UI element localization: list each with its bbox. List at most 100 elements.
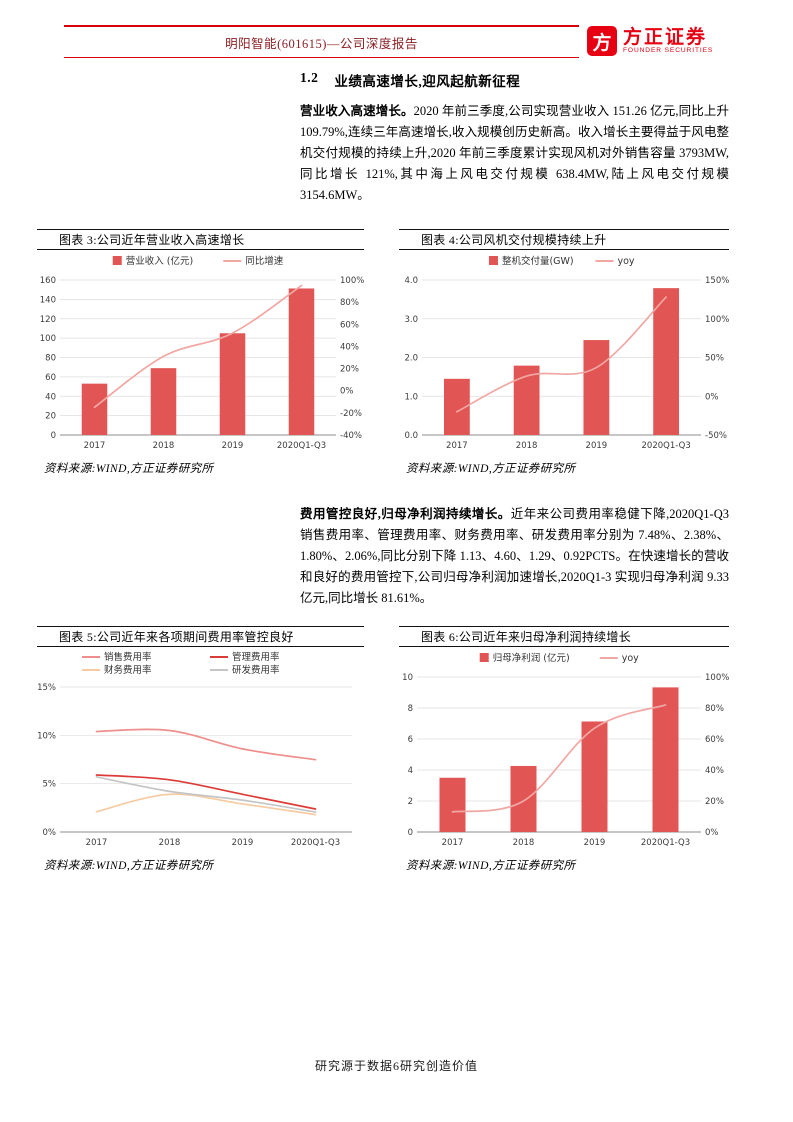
- svg-text:2019: 2019: [222, 441, 244, 451]
- revenue-growth-chart: 0 20 40 60 80 100 120 140 160 -40% -20% 0% 20% 40% 60%…: [40, 255, 364, 451]
- svg-text:20: 20: [45, 412, 56, 422]
- brand-text: 方正证券 FOUNDER SECURITIES: [623, 26, 714, 55]
- svg-text:0%: 0%: [340, 387, 354, 397]
- svg-text:整机交付量(GW): 整机交付量(GW): [502, 255, 574, 267]
- figure-3-title: 图表 3:公司近年营业收入高速增长: [37, 229, 364, 250]
- svg-text:150%: 150%: [705, 276, 729, 286]
- brand-logo: 方 方正证券 FOUNDER SECURITIES: [579, 20, 729, 62]
- svg-text:40%: 40%: [340, 342, 359, 352]
- paragraph-text: 2020 年前三季度,公司实现营业收入 151.26 亿元,同比上升 109.7…: [300, 104, 729, 202]
- figure-6-source: 资料来源:WIND,方正证券研究所: [406, 860, 576, 872]
- svg-text:营业收入 (亿元): 营业收入 (亿元): [126, 255, 193, 267]
- svg-text:3.0: 3.0: [404, 315, 418, 325]
- section-heading: 1.2 业绩高速增长,迎风起航新征程: [300, 70, 729, 90]
- svg-text:60: 60: [45, 373, 56, 383]
- svg-text:60%: 60%: [340, 320, 359, 330]
- expense-ratio-chart: 0% 5% 10% 15% 2017 2018 2019 2020Q1-Q3 销售费用率 管理费用…: [37, 651, 352, 848]
- svg-text:2017: 2017: [86, 838, 108, 848]
- svg-text:80: 80: [45, 354, 56, 364]
- svg-text:4: 4: [408, 766, 413, 776]
- section-block-2: 费用管控良好,归母净利润持续增长。近年来公司费用率稳健下降,2020Q1-Q3 …: [300, 504, 729, 609]
- svg-text:50%: 50%: [705, 354, 724, 364]
- svg-text:8: 8: [408, 704, 413, 714]
- svg-text:2019: 2019: [232, 838, 254, 848]
- svg-text:2: 2: [408, 797, 413, 807]
- svg-text:20%: 20%: [705, 797, 724, 807]
- svg-text:-40%: -40%: [340, 431, 362, 441]
- svg-text:10: 10: [402, 673, 413, 683]
- svg-text:2020Q1-Q3: 2020Q1-Q3: [291, 838, 340, 848]
- svg-text:yoy: yoy: [618, 256, 635, 267]
- svg-text:2018: 2018: [153, 441, 175, 451]
- svg-text:2018: 2018: [159, 838, 181, 848]
- figure-3-source: 资料来源:WIND,方正证券研究所: [44, 463, 214, 475]
- svg-text:2020Q1-Q3: 2020Q1-Q3: [277, 441, 326, 451]
- svg-text:100: 100: [40, 334, 56, 344]
- svg-text:6: 6: [408, 735, 413, 745]
- svg-text:120: 120: [40, 315, 56, 325]
- svg-text:2017: 2017: [442, 838, 464, 848]
- brand-subtitle: FOUNDER SECURITIES: [623, 46, 714, 54]
- brand-name: 方正证券: [623, 26, 708, 48]
- svg-text:2019: 2019: [586, 441, 608, 451]
- svg-text:0%: 0%: [705, 828, 719, 838]
- section-number: 1.2: [300, 70, 319, 85]
- figure-5-title: 图表 5:公司近年来各项期间费用率管控良好: [37, 626, 364, 647]
- figure-3: 图表 3:公司近年营业收入高速增长 0 20 40 60 80 100 120 140 160 -…: [37, 229, 364, 476]
- svg-text:4.0: 4.0: [404, 276, 418, 286]
- paragraph-revenue-growth: 营业收入高速增长。2020 年前三季度,公司实现营业收入 151.26 亿元,同…: [300, 101, 729, 206]
- svg-text:归母净利润 (亿元): 归母净利润 (亿元): [493, 652, 570, 664]
- page-header: 明阳智能(601615)—公司深度报告 方 方正证券 FOUNDER SECUR…: [64, 20, 729, 62]
- svg-text:2.0: 2.0: [404, 354, 418, 364]
- svg-text:10%: 10%: [37, 731, 56, 741]
- turbine-delivery-chart: 0.0 1.0 2.0 3.0 4.0 -50% 0% 50% 100% 150% 2017 2018…: [404, 255, 729, 451]
- svg-text:同比增速: 同比增速: [245, 255, 284, 267]
- svg-text:140: 140: [40, 295, 56, 305]
- figure-6: 图表 6:公司近年来归母净利润持续增长 0 2 4 6 8 10 0% 20% 40% 60% 80…: [399, 626, 729, 873]
- svg-text:2020Q1-Q3: 2020Q1-Q3: [641, 838, 690, 848]
- figure-6-title: 图表 6:公司近年来归母净利润持续增长: [399, 626, 729, 647]
- svg-text:5%: 5%: [43, 780, 57, 790]
- svg-text:160: 160: [40, 276, 56, 286]
- svg-text:2017: 2017: [84, 441, 106, 451]
- figure-4-source: 资料来源:WIND,方正证券研究所: [406, 463, 576, 475]
- svg-text:-20%: -20%: [340, 409, 362, 419]
- svg-text:研发费用率: 研发费用率: [232, 664, 280, 676]
- svg-text:60%: 60%: [705, 735, 724, 745]
- svg-text:80%: 80%: [340, 298, 359, 308]
- svg-text:财务费用率: 财务费用率: [104, 664, 152, 676]
- svg-text:yoy: yoy: [622, 653, 639, 664]
- svg-text:100%: 100%: [340, 276, 364, 286]
- section-block-1: 1.2 业绩高速增长,迎风起航新征程 营业收入高速增长。2020 年前三季度,公…: [300, 70, 729, 206]
- paragraph-text: 近年来公司费用率稳健下降,2020Q1-Q3 销售费用率、管理费用率、财务费用率…: [300, 507, 729, 605]
- svg-text:-50%: -50%: [705, 431, 727, 441]
- svg-text:2020Q1-Q3: 2020Q1-Q3: [642, 441, 691, 451]
- svg-text:0.0: 0.0: [404, 431, 418, 441]
- figure-5: 图表 5:公司近年来各项期间费用率管控良好 0% 5% 10% 15% 2017 2018…: [37, 626, 364, 873]
- svg-text:80%: 80%: [705, 704, 724, 714]
- svg-text:15%: 15%: [37, 683, 56, 693]
- page-footer: 研究源于数据6研究创造价值: [314, 1059, 478, 1073]
- document-title: 明阳智能(601615)—公司深度报告: [225, 36, 418, 51]
- section-title: 业绩高速增长,迎风起航新征程: [334, 74, 521, 89]
- svg-text:40: 40: [45, 392, 56, 402]
- svg-text:1.0: 1.0: [404, 392, 418, 402]
- svg-text:0%: 0%: [705, 392, 719, 402]
- svg-text:2018: 2018: [516, 441, 538, 451]
- svg-text:0: 0: [408, 828, 413, 838]
- svg-text:0%: 0%: [43, 828, 57, 838]
- svg-text:100%: 100%: [705, 673, 729, 683]
- figure-4-title: 图表 4:公司风机交付规模持续上升: [399, 229, 729, 250]
- header-rule-band: 明阳智能(601615)—公司深度报告: [64, 25, 579, 58]
- svg-text:20%: 20%: [340, 365, 359, 375]
- paragraph-lead: 营业收入高速增长。: [300, 104, 414, 118]
- svg-text:管理费用率: 管理费用率: [232, 651, 280, 663]
- svg-text:销售费用率: 销售费用率: [104, 651, 152, 663]
- figure-4: 图表 4:公司风机交付规模持续上升 0.0 1.0 2.0 3.0 4.0 -50% 0% 5…: [399, 229, 729, 476]
- svg-text:0: 0: [51, 431, 56, 441]
- founder-square-icon: 方: [587, 26, 617, 56]
- paragraph-lead: 费用管控良好,归母净利润持续增长。: [300, 507, 511, 521]
- paragraph-expense-profit: 费用管控良好,归母净利润持续增长。近年来公司费用率稳健下降,2020Q1-Q3 …: [300, 504, 729, 609]
